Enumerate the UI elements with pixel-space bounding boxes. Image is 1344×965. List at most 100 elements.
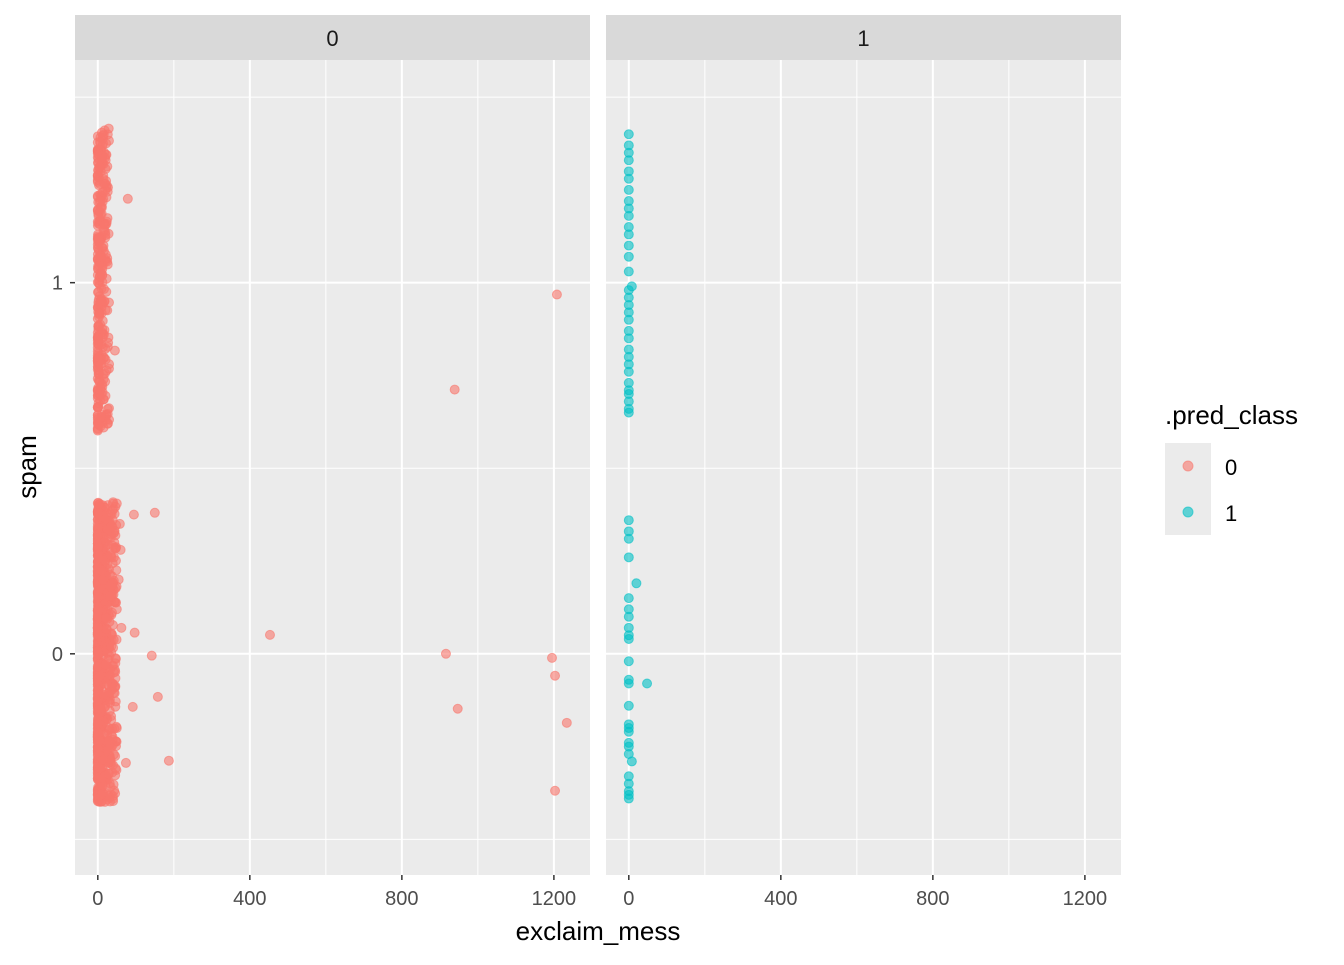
data-point <box>102 404 113 415</box>
data-point <box>623 129 634 140</box>
data-point <box>149 507 160 518</box>
data-point <box>101 623 112 634</box>
data-point <box>546 652 557 663</box>
data-point <box>101 192 112 203</box>
data-point <box>109 345 120 356</box>
data-point <box>623 678 634 689</box>
legend-key-0 <box>1182 460 1194 472</box>
legend-label-0: 0 <box>1225 455 1237 480</box>
data-point <box>623 726 634 737</box>
data-point <box>146 650 157 661</box>
data-point <box>152 691 163 702</box>
data-point <box>92 175 103 186</box>
data-point <box>98 369 109 380</box>
x-axis-label: exclaim_mess <box>516 916 681 946</box>
data-point <box>440 648 451 659</box>
x-tick-label: 400 <box>233 888 266 910</box>
data-point <box>96 127 107 138</box>
data-point <box>105 670 116 681</box>
legend-key-1 <box>1182 506 1194 518</box>
data-point <box>93 605 104 616</box>
data-point <box>92 622 103 633</box>
data-point <box>623 240 634 251</box>
y-tick-label: 1 <box>52 273 63 295</box>
facet-strip-0 <box>75 15 590 60</box>
data-point <box>94 704 105 715</box>
data-point <box>94 508 105 519</box>
data-point <box>101 138 112 149</box>
data-point <box>623 366 634 377</box>
facet-strip-label: 1 <box>857 26 869 51</box>
data-point <box>98 574 109 585</box>
data-point <box>103 363 114 374</box>
data-point <box>623 793 634 804</box>
data-point <box>623 552 634 563</box>
x-tick-label: 0 <box>92 888 103 910</box>
data-point <box>104 569 115 580</box>
data-point <box>94 162 105 173</box>
data-point <box>623 407 634 418</box>
data-point <box>122 193 133 204</box>
data-point <box>105 697 116 708</box>
data-point <box>98 240 109 251</box>
x-tick-label: 800 <box>916 888 949 910</box>
data-point <box>106 521 117 532</box>
data-point <box>623 700 634 711</box>
data-point <box>449 384 460 395</box>
data-point <box>550 785 561 796</box>
data-point <box>100 659 111 670</box>
data-point <box>108 796 119 807</box>
data-point <box>120 757 131 768</box>
data-point <box>623 314 634 325</box>
data-point <box>92 591 103 602</box>
data-point <box>93 552 104 563</box>
data-point <box>106 641 117 652</box>
data-point <box>106 711 117 722</box>
data-point <box>623 593 634 604</box>
data-point <box>128 509 139 520</box>
data-point <box>623 633 634 644</box>
data-point <box>626 756 637 767</box>
data-point <box>623 333 634 344</box>
data-point <box>114 518 125 529</box>
data-point <box>92 414 103 425</box>
data-point <box>109 681 120 692</box>
data-point <box>129 627 140 638</box>
data-point <box>561 717 572 728</box>
data-point <box>623 656 634 667</box>
facet-strip-label: 0 <box>326 26 338 51</box>
panel-background <box>75 60 590 875</box>
data-point <box>104 591 115 602</box>
data-point <box>110 658 121 669</box>
data-point <box>108 760 119 771</box>
data-point <box>103 228 114 239</box>
data-point <box>98 689 109 700</box>
data-point <box>113 574 124 585</box>
data-point <box>99 296 110 307</box>
x-tick-label: 800 <box>385 888 418 910</box>
data-point <box>623 533 634 544</box>
data-point <box>623 155 634 166</box>
data-point <box>92 718 103 729</box>
panel-background <box>606 60 1121 875</box>
data-point <box>95 763 106 774</box>
data-point <box>93 499 104 510</box>
data-point <box>452 703 463 714</box>
data-point <box>264 629 275 640</box>
data-point <box>96 789 107 800</box>
data-point <box>623 173 634 184</box>
data-point <box>96 358 107 369</box>
legend-label-1: 1 <box>1225 501 1237 526</box>
x-tick-label: 400 <box>764 888 797 910</box>
data-point <box>93 649 104 660</box>
legend-title: .pred_class <box>1165 400 1298 430</box>
data-point <box>623 251 634 262</box>
data-point <box>104 581 115 592</box>
data-point <box>551 289 562 300</box>
data-point <box>623 184 634 195</box>
data-point <box>94 260 105 271</box>
data-point <box>623 266 634 277</box>
data-point <box>631 578 642 589</box>
